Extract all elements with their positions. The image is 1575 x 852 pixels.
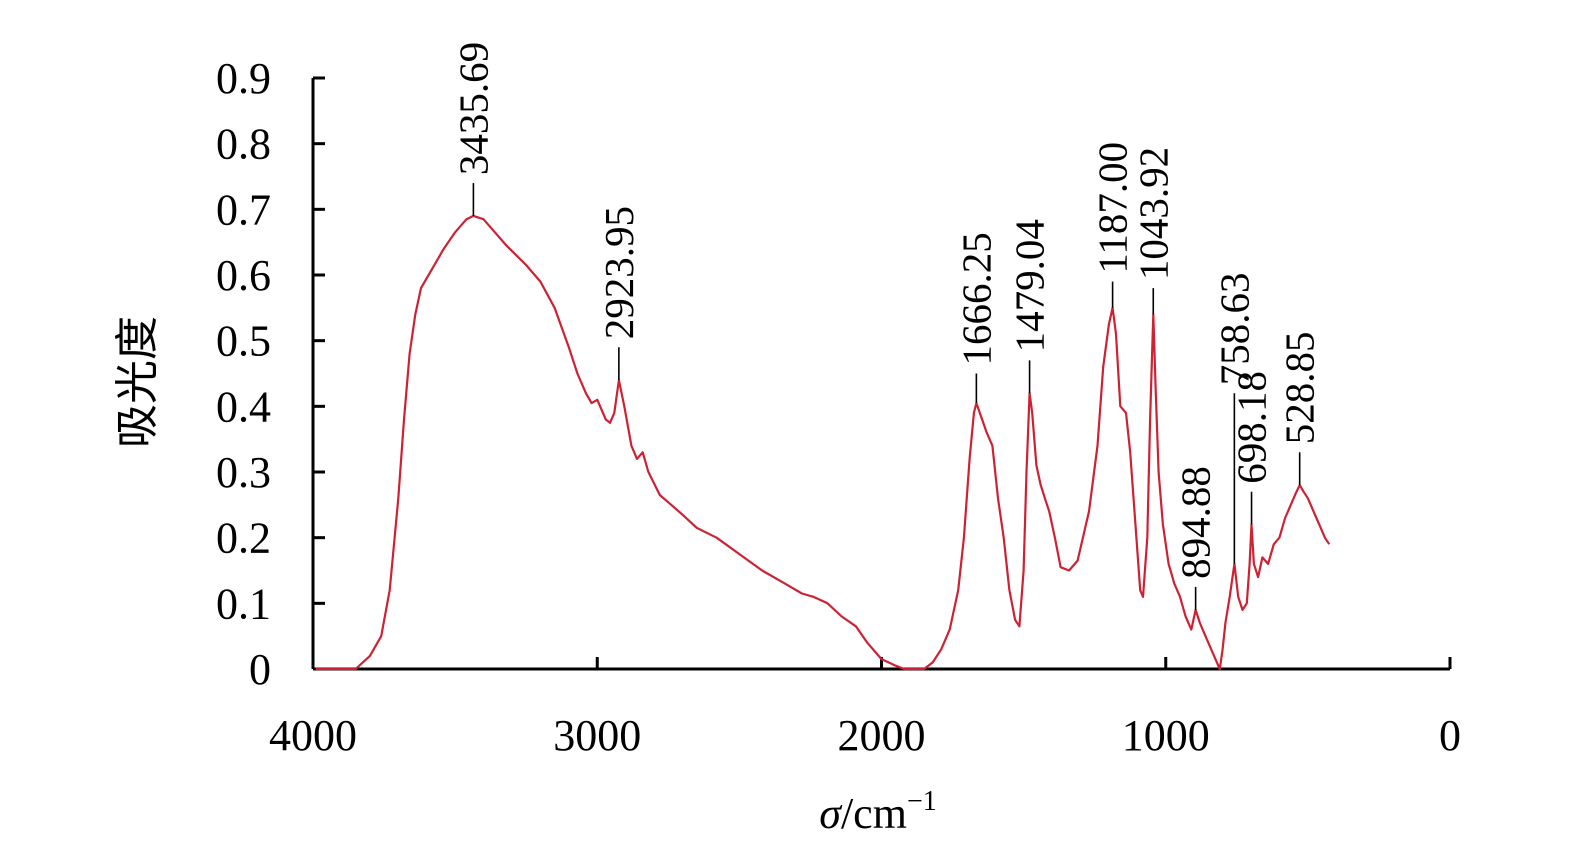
y-tick-label: 0.9: [216, 54, 271, 103]
x-tick-label: 3000: [553, 711, 641, 760]
y-axis-title: 吸光度: [113, 316, 162, 448]
peak-label: 894.88: [1173, 466, 1219, 579]
y-tick-label: 0.6: [216, 251, 271, 300]
y-tick-label: 0.5: [216, 317, 271, 366]
peak-label: 1666.25: [953, 232, 999, 365]
peak-label: 1043.92: [1130, 147, 1176, 280]
peak-label: 698.18: [1229, 371, 1275, 484]
peak-label: 1479.04: [1007, 219, 1053, 352]
peak-label: 2923.95: [596, 206, 642, 339]
y-tick-label: 0.4: [216, 382, 271, 431]
y-tick-label: 0.1: [216, 579, 271, 628]
x-axis-unit: /cm: [841, 789, 907, 838]
peak-label: 758.63: [1211, 272, 1257, 385]
x-axis-title: σ/cm−1: [819, 786, 936, 838]
y-tick-label: 0.2: [216, 514, 271, 563]
x-tick-label: 2000: [838, 711, 926, 760]
y-tick-label: 0: [249, 645, 271, 694]
x-tick-label: 1000: [1122, 711, 1210, 760]
peak-label: 528.85: [1277, 332, 1323, 445]
x-tick-label: 0: [1439, 711, 1461, 760]
y-tick-label: 0.7: [216, 185, 271, 234]
x-axis-unit-exponent: −1: [907, 786, 937, 817]
x-axis-symbol: σ: [819, 789, 843, 838]
x-ticks: 4000 3000 2000 1000 0: [269, 657, 1461, 760]
peak-annotations: 3435.69 2923.95 1666.25 1479.04 1187.001043.…: [450, 42, 1323, 610]
peak-label: 3435.69: [450, 42, 496, 175]
x-tick-label: 4000: [269, 711, 357, 760]
y-tick-label: 0.3: [216, 448, 271, 497]
y-tick-label: 0.8: [216, 120, 271, 169]
peak-label: 1187.00: [1090, 142, 1136, 274]
y-ticks: 0 0.1 0.2 0.3 0.4 0.5 0.6 0.7 0.8 0.9: [216, 54, 325, 694]
spectrum-line: [315, 214, 1331, 671]
